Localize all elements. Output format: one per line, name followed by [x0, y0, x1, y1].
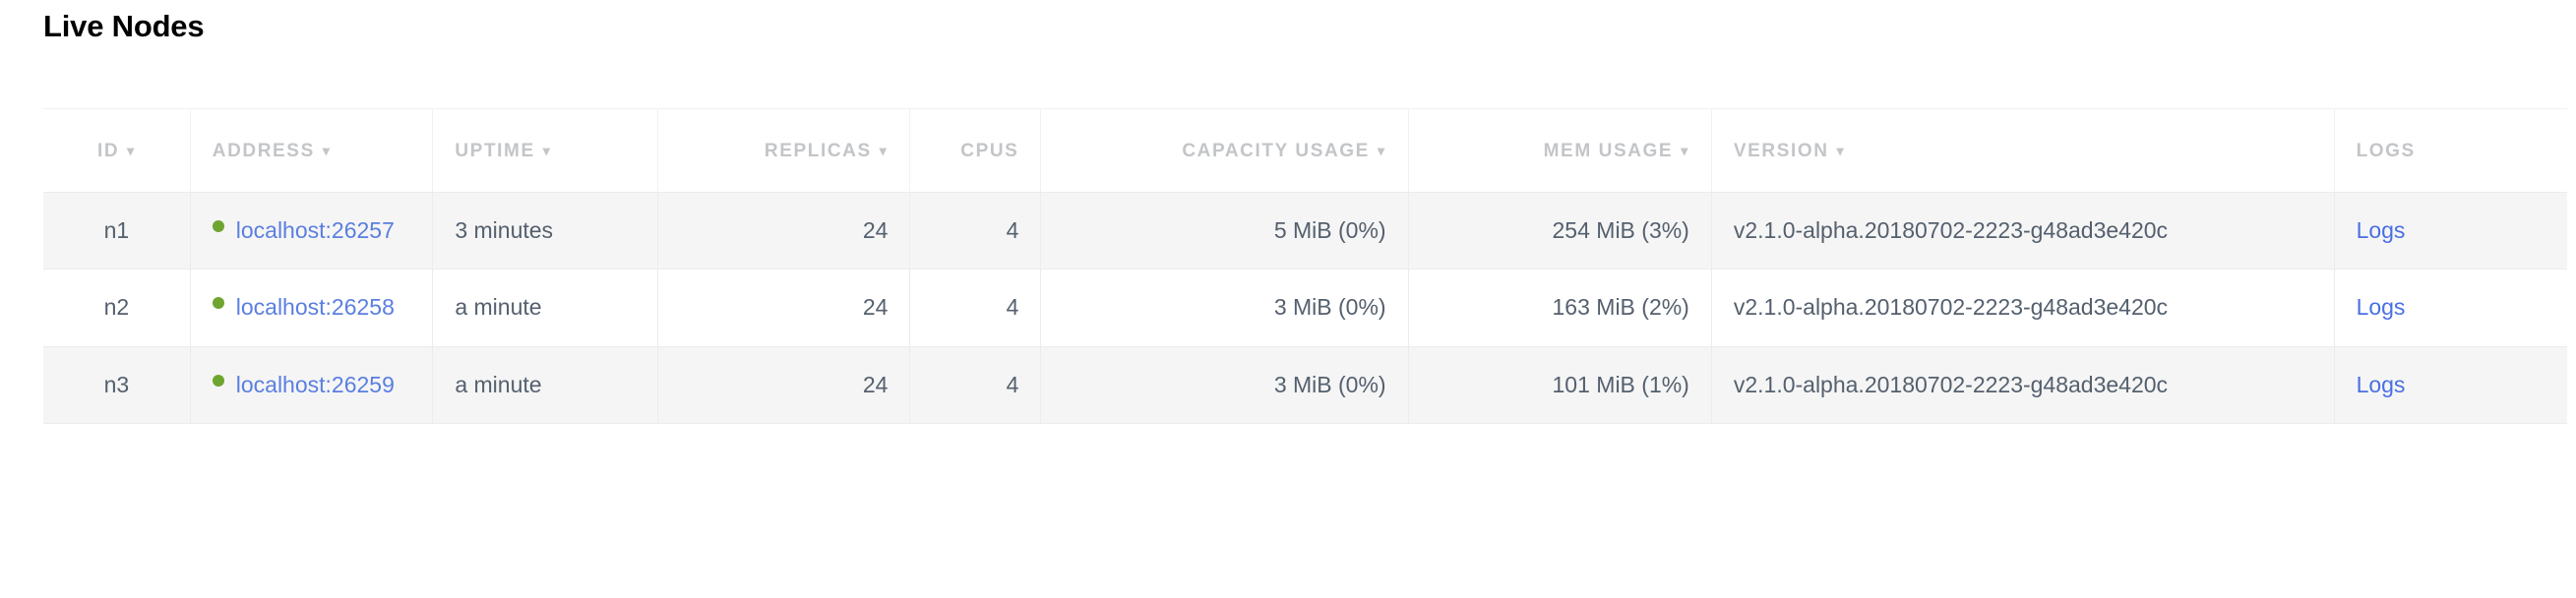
node-logs-link[interactable]: Logs	[2356, 371, 2406, 397]
cell-node-address: localhost:26257	[190, 191, 434, 270]
cell-node-cpus: 4	[909, 345, 1042, 425]
node-address-link[interactable]: localhost:26259	[235, 371, 395, 397]
column-header-label-cpus: CPUS	[960, 141, 1019, 161]
cell-node-logs: Logs	[2334, 345, 2567, 425]
cell-node-replicas: 24	[657, 345, 911, 425]
node-version-text: v2.1.0-alpha.20180702-2223-g48ad3e420c	[1733, 217, 2169, 243]
node-address-link[interactable]: localhost:26257	[235, 217, 395, 243]
node-version-text: v2.1.0-alpha.20180702-2223-g48ad3e420c	[1733, 371, 2169, 397]
cell-node-id: n1	[43, 191, 191, 270]
cell-node-uptime: a minute	[432, 269, 659, 347]
cell-node-capacity-usage: 3 MiB (0%)	[1040, 345, 1409, 425]
node-logs-link[interactable]: Logs	[2356, 294, 2406, 321]
column-header-version[interactable]: VERSION ▾	[1711, 108, 2335, 193]
cell-node-id: n2	[43, 269, 191, 347]
table-row: n1 localhost:26257 3 minutes 24 4 5 MiB (0%) 2…	[43, 191, 2567, 270]
cell-node-version: v2.1.0-alpha.20180702-2223-g48ad3e420c	[1711, 269, 2335, 347]
column-header-label-version: VERSION	[1733, 141, 1829, 161]
node-address-link[interactable]: localhost:26258	[235, 294, 395, 321]
cell-node-replicas: 24	[657, 191, 911, 270]
column-header-label-uptime: UPTIME	[455, 141, 535, 161]
node-logs-link[interactable]: Logs	[2356, 217, 2406, 243]
sort-caret-down-icon[interactable]: ▾	[1836, 143, 1846, 158]
sort-caret-down-icon[interactable]: ▾	[127, 143, 136, 158]
table-header: ID ▾ ADDRESS ▾ UPTIME ▾ REPLICAS ▾ CPUS CAPACITY …	[43, 108, 2567, 193]
cell-node-mem-usage: 163 MiB (2%)	[1408, 269, 1712, 347]
cell-node-mem-usage: 254 MiB (3%)	[1408, 191, 1712, 270]
cell-node-id: n3	[43, 345, 191, 425]
node-version-text: v2.1.0-alpha.20180702-2223-g48ad3e420c	[1733, 294, 2169, 321]
column-header-uptime[interactable]: UPTIME ▾	[432, 108, 659, 193]
column-header-replicas[interactable]: REPLICAS ▾	[657, 108, 911, 193]
column-header-cpus: CPUS	[909, 108, 1042, 193]
node-id-text: n1	[103, 217, 130, 243]
cell-node-replicas: 24	[657, 269, 911, 347]
node-id-text: n3	[103, 371, 130, 397]
table-body: n1 localhost:26257 3 minutes 24 4 5 MiB (0%) 2…	[43, 191, 2567, 425]
live-nodes-table-container: ID ▾ ADDRESS ▾ UPTIME ▾ REPLICAS ▾ CPUS CAPACITY …	[43, 108, 2567, 425]
column-header-label-logs: LOGS	[2356, 141, 2416, 161]
sort-caret-down-icon[interactable]: ▾	[1377, 143, 1386, 158]
cell-node-address: localhost:26258	[190, 269, 434, 347]
cell-node-cpus: 4	[909, 191, 1042, 270]
node-status-dot-icon	[212, 220, 224, 232]
column-header-capacity[interactable]: CAPACITY USAGE ▾	[1040, 108, 1409, 193]
sort-caret-down-icon[interactable]: ▾	[542, 143, 552, 158]
column-header-label-mem: MEM USAGE	[1543, 141, 1674, 161]
column-header-label-capacity: CAPACITY USAGE	[1182, 141, 1370, 161]
column-header-logs: LOGS	[2334, 108, 2567, 193]
table-row: n3 localhost:26259 a minute 24 4 3 MiB (0%) 10…	[43, 345, 2567, 425]
cell-node-logs: Logs	[2334, 191, 2567, 270]
cell-node-address: localhost:26259	[190, 345, 434, 425]
cell-node-cpus: 4	[909, 269, 1042, 347]
column-header-mem[interactable]: MEM USAGE ▾	[1408, 108, 1712, 193]
table-header-row: ID ▾ ADDRESS ▾ UPTIME ▾ REPLICAS ▾ CPUS CAPACITY …	[43, 108, 2567, 193]
sort-caret-down-icon[interactable]: ▾	[879, 143, 889, 158]
column-header-label-replicas: REPLICAS	[764, 141, 872, 161]
cell-node-logs: Logs	[2334, 269, 2567, 347]
column-header-id[interactable]: ID ▾	[43, 108, 191, 193]
column-header-label-address: ADDRESS	[212, 141, 315, 161]
sort-caret-down-icon[interactable]: ▾	[1681, 143, 1689, 158]
live-nodes-table: ID ▾ ADDRESS ▾ UPTIME ▾ REPLICAS ▾ CPUS CAPACITY …	[43, 108, 2567, 425]
cell-node-version: v2.1.0-alpha.20180702-2223-g48ad3e420c	[1711, 345, 2335, 425]
cell-node-uptime: a minute	[432, 345, 659, 425]
sort-caret-down-icon[interactable]: ▾	[322, 143, 332, 158]
table-row: n2 localhost:26258 a minute 24 4 3 MiB (0%) 16…	[43, 269, 2567, 347]
cell-node-capacity-usage: 5 MiB (0%)	[1040, 191, 1409, 270]
cell-node-uptime: 3 minutes	[432, 191, 659, 270]
node-status-dot-icon	[212, 374, 224, 387]
cell-node-mem-usage: 101 MiB (1%)	[1408, 345, 1712, 425]
column-header-label-id: ID	[96, 141, 120, 161]
page-title: Live Nodes	[43, 9, 205, 43]
cell-node-capacity-usage: 3 MiB (0%)	[1040, 269, 1409, 347]
column-header-address[interactable]: ADDRESS ▾	[190, 108, 434, 193]
node-id-text: n2	[103, 294, 130, 321]
node-status-dot-icon	[212, 297, 224, 310]
cell-node-version: v2.1.0-alpha.20180702-2223-g48ad3e420c	[1711, 191, 2335, 270]
